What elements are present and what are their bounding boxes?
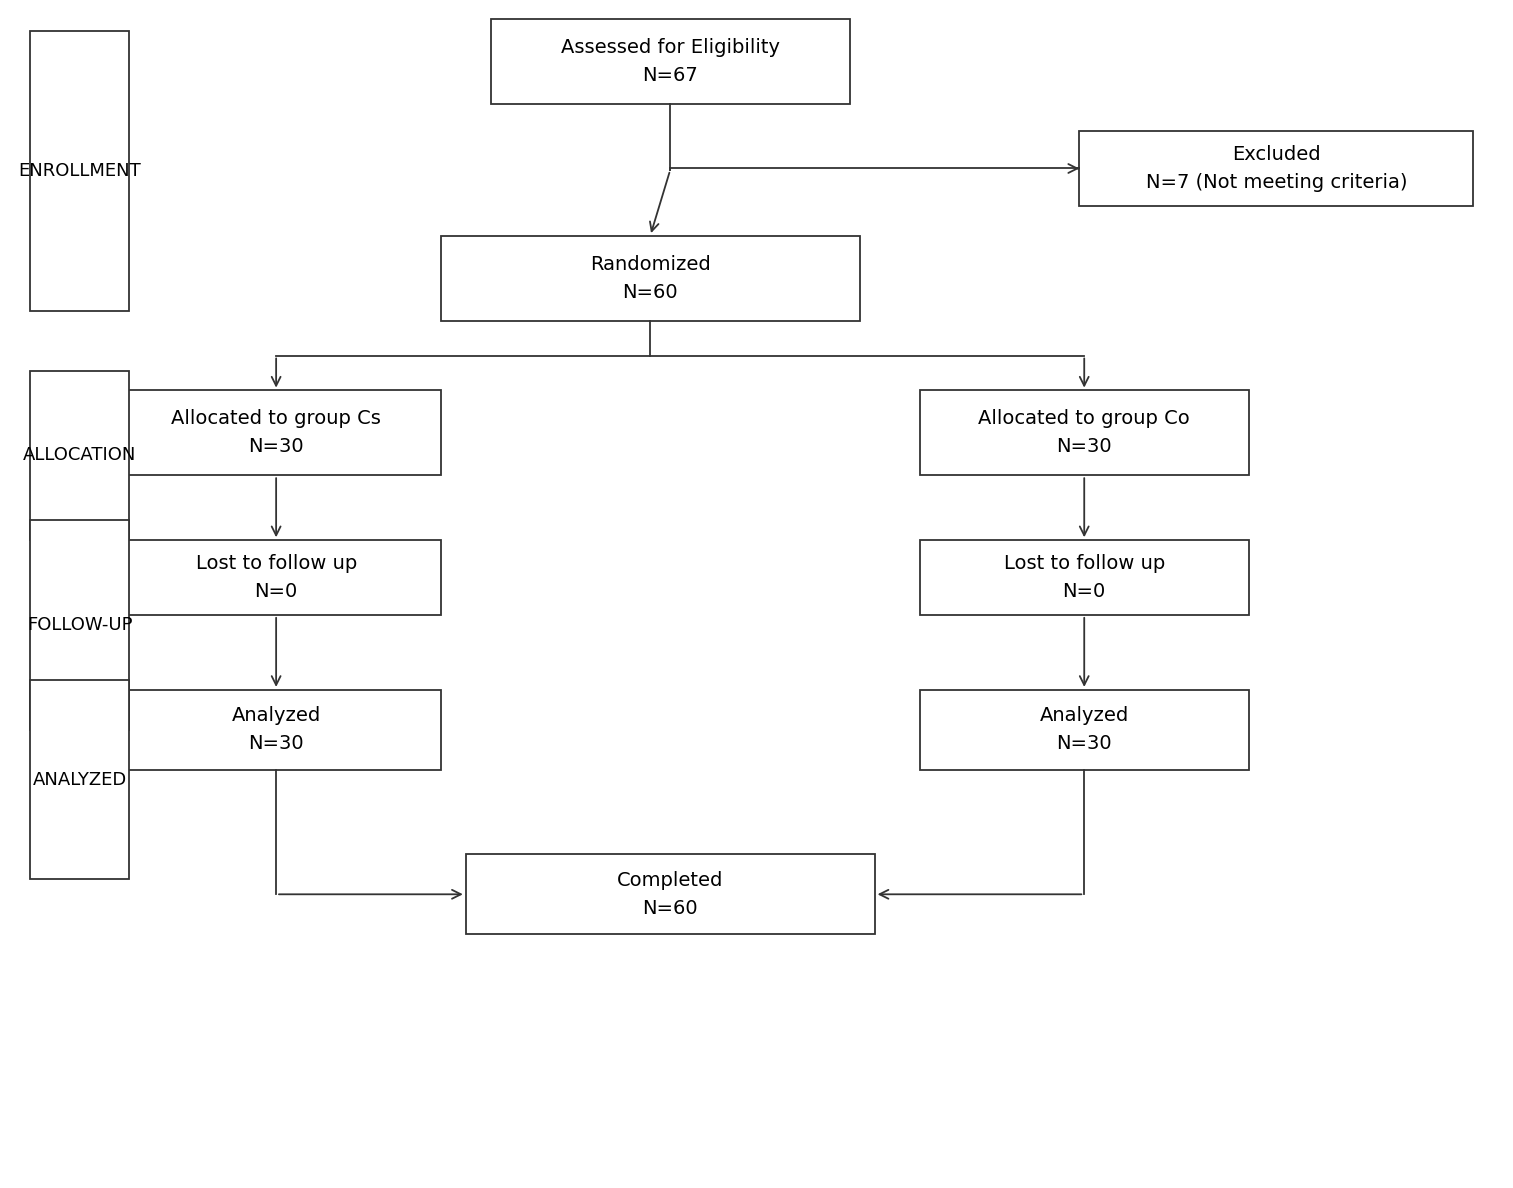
FancyBboxPatch shape xyxy=(112,690,440,770)
FancyBboxPatch shape xyxy=(920,391,1248,475)
FancyBboxPatch shape xyxy=(920,541,1248,615)
FancyBboxPatch shape xyxy=(30,520,130,729)
FancyBboxPatch shape xyxy=(1079,131,1474,206)
FancyBboxPatch shape xyxy=(440,236,859,321)
Text: ENROLLMENT: ENROLLMENT xyxy=(18,162,141,181)
FancyBboxPatch shape xyxy=(920,690,1248,770)
FancyBboxPatch shape xyxy=(490,19,850,105)
Text: Allocated to group Cs
N=30: Allocated to group Cs N=30 xyxy=(171,410,381,456)
FancyBboxPatch shape xyxy=(112,541,440,615)
FancyBboxPatch shape xyxy=(30,371,130,541)
FancyBboxPatch shape xyxy=(30,31,130,311)
Text: Analyzed
N=30: Analyzed N=30 xyxy=(231,706,321,753)
Text: ALLOCATION: ALLOCATION xyxy=(23,447,136,465)
Text: Lost to follow up
N=0: Lost to follow up N=0 xyxy=(1003,554,1165,601)
Text: Allocated to group Co
N=30: Allocated to group Co N=30 xyxy=(979,410,1191,456)
Text: Assessed for Eligibility
N=67: Assessed for Eligibility N=67 xyxy=(561,38,779,86)
FancyBboxPatch shape xyxy=(30,680,130,879)
Text: Completed
N=60: Completed N=60 xyxy=(617,871,723,918)
Text: ANALYZED: ANALYZED xyxy=(32,771,127,789)
FancyBboxPatch shape xyxy=(112,391,440,475)
Text: Randomized
N=60: Randomized N=60 xyxy=(590,254,711,302)
Text: Lost to follow up
N=0: Lost to follow up N=0 xyxy=(195,554,357,601)
FancyBboxPatch shape xyxy=(466,854,875,934)
Text: Excluded
N=7 (Not meeting criteria): Excluded N=7 (Not meeting criteria) xyxy=(1145,145,1407,192)
Text: Analyzed
N=30: Analyzed N=30 xyxy=(1039,706,1129,753)
Text: FOLLOW-UP: FOLLOW-UP xyxy=(27,615,132,634)
